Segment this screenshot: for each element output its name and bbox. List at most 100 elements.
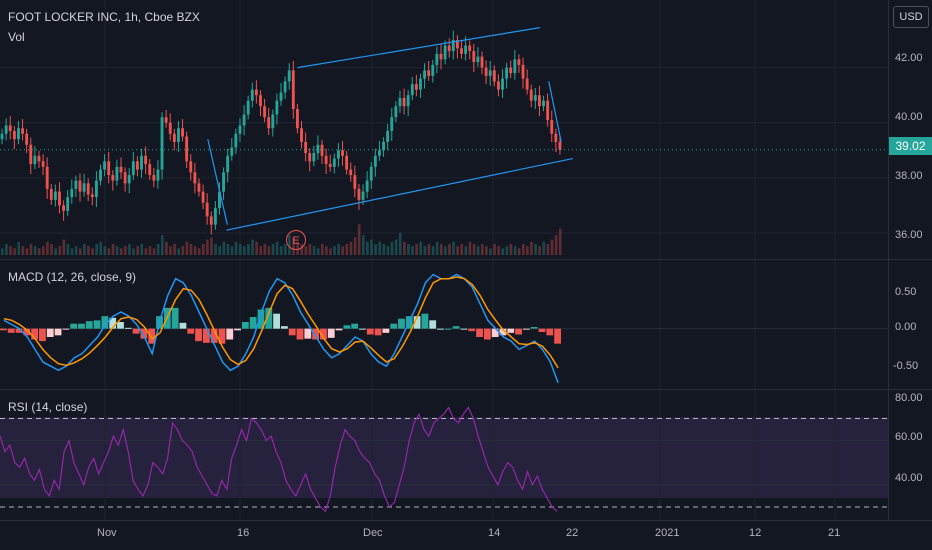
volume-bar <box>382 244 386 255</box>
volume-bar <box>427 244 431 255</box>
macd-histogram-bar <box>218 328 226 344</box>
candle-body <box>295 108 299 129</box>
volume-bar <box>361 235 365 255</box>
candle-body <box>246 100 250 115</box>
macd-histogram-bar <box>171 307 179 329</box>
candle-body <box>21 128 24 134</box>
candle-body <box>172 133 176 143</box>
volume-bar <box>259 246 263 255</box>
volume-bar <box>275 241 279 255</box>
currency-button[interactable]: USD <box>893 6 929 28</box>
chart-canvas[interactable] <box>0 0 888 550</box>
candle-body <box>78 180 82 192</box>
volume-bar <box>62 239 66 255</box>
macd-histogram-bar <box>483 328 491 340</box>
price-axis[interactable] <box>888 0 932 259</box>
volume-bar <box>148 246 152 255</box>
volume-bar <box>308 244 312 255</box>
volume-bar <box>464 246 468 255</box>
volume-bar <box>99 241 103 255</box>
volume-bar <box>538 246 541 255</box>
candle-body <box>185 136 189 162</box>
volume-bar <box>554 235 558 255</box>
candle-body <box>431 64 435 76</box>
rsi-tick: 60.00 <box>895 431 923 443</box>
macd-histogram-bar <box>54 328 62 336</box>
volume-bar <box>222 241 226 255</box>
candle-body <box>287 70 291 82</box>
volume-bar <box>431 246 435 255</box>
volume-bar <box>279 246 283 255</box>
volume-bar <box>226 244 230 255</box>
macd-label[interactable]: MACD (12, 26, close, 9) <box>8 270 137 284</box>
candle-body <box>525 78 529 90</box>
volume-bar <box>128 244 131 255</box>
candle-body <box>550 119 554 134</box>
macd-histogram-bar <box>70 323 78 329</box>
candle-body <box>222 172 226 192</box>
volume-bar <box>177 248 180 255</box>
candle-body <box>488 70 492 76</box>
macd-histogram-bar <box>522 328 530 330</box>
volume-bar <box>193 246 197 255</box>
candle-body <box>341 150 344 156</box>
candle-body <box>25 133 29 145</box>
volume-label[interactable]: Vol <box>8 30 25 44</box>
volume-bar <box>115 246 119 255</box>
macd-histogram-bar <box>546 328 554 336</box>
candle-body <box>345 155 349 170</box>
macd-histogram-bar <box>93 320 101 329</box>
volume-bar <box>181 246 185 255</box>
volume-bar <box>542 241 546 255</box>
candle-body <box>410 84 414 96</box>
volume-bar <box>42 246 45 255</box>
candle-body <box>177 128 180 143</box>
earnings-marker[interactable]: E <box>286 230 306 250</box>
macd-histogram-bar <box>374 328 382 336</box>
candle-body <box>382 142 385 151</box>
volume-bar <box>132 248 135 255</box>
candle-body <box>58 191 61 206</box>
volume-bar <box>456 246 459 255</box>
candle-body <box>390 117 394 131</box>
volume-bar <box>124 246 127 255</box>
volume-bar <box>398 233 402 255</box>
volume-bar <box>214 244 217 255</box>
candle-body <box>66 197 70 211</box>
volume-bar <box>521 244 525 255</box>
candle-body <box>82 183 86 192</box>
volume-bar <box>394 239 398 255</box>
candle-body <box>328 164 332 167</box>
candle-body <box>201 191 205 203</box>
volume-bar <box>210 237 213 255</box>
rsi-label[interactable]: RSI (14, close) <box>8 400 88 414</box>
candle-body <box>259 95 262 107</box>
time-axis[interactable]: Nov 16 Dec 14 22 2021 12 21 <box>0 521 888 550</box>
candle-body <box>131 161 135 176</box>
candle-body <box>427 70 431 76</box>
time-tick: 14 <box>488 527 501 539</box>
pane-separator-rsi[interactable] <box>0 389 932 390</box>
rsi-axis[interactable] <box>888 390 932 520</box>
candle-body <box>320 144 324 156</box>
rsi-tick: 80.00 <box>895 392 923 404</box>
macd-histogram-bar <box>46 328 54 337</box>
macd-histogram-bar <box>538 328 546 332</box>
macd-tick: 0.00 <box>895 321 917 333</box>
price-tick: 40.00 <box>895 111 923 123</box>
candle-body <box>521 64 525 79</box>
macd-histogram-bar <box>429 320 437 329</box>
volume-bar <box>91 248 94 255</box>
macd-axis[interactable] <box>888 260 932 389</box>
volume-bar <box>50 244 53 255</box>
volume-bar <box>247 244 250 255</box>
candle-body <box>230 147 234 156</box>
trend-line <box>548 81 562 143</box>
volume-bar <box>230 246 234 255</box>
macd-histogram-bar <box>515 328 522 335</box>
macd-histogram-bar <box>281 326 288 329</box>
candle-body <box>8 125 12 131</box>
pane-separator-macd[interactable] <box>0 259 932 260</box>
symbol-title[interactable]: FOOT LOCKER INC, 1h, Cboe BZX <box>8 10 200 24</box>
candle-body <box>316 144 320 154</box>
